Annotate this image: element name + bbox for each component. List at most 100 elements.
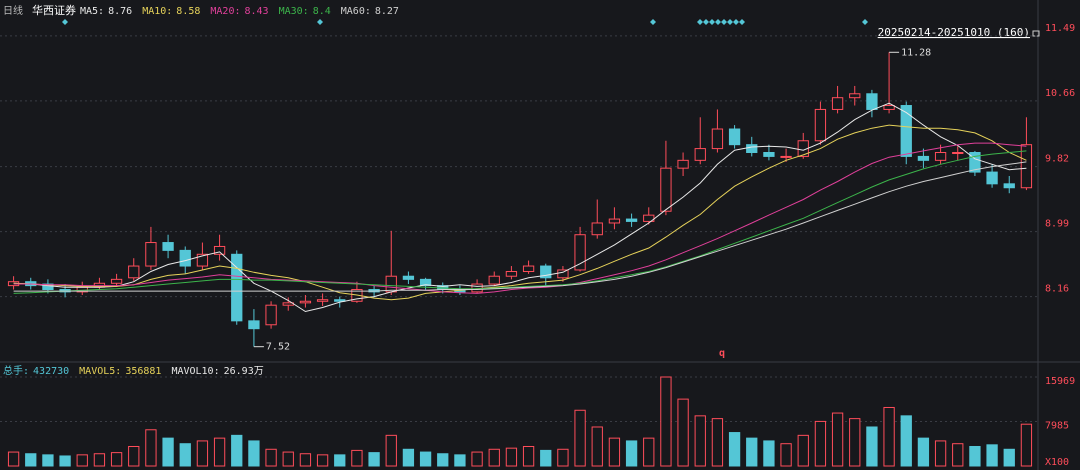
y-tick-label: 10.66 — [1045, 88, 1075, 99]
volume-bar — [402, 448, 415, 467]
volume-bar — [694, 415, 706, 467]
volume-bar — [7, 451, 20, 467]
volume-bar — [677, 398, 689, 467]
legend-label: 总手: — [3, 364, 29, 377]
candle-body — [917, 155, 930, 161]
legend-label: MA20: — [210, 6, 240, 17]
y-tick-label: 11.49 — [1045, 23, 1075, 34]
volume-bar — [591, 426, 603, 467]
candle-body — [1003, 183, 1015, 189]
candle-body — [1020, 144, 1033, 189]
legend-value: 8.43 — [245, 6, 269, 17]
event-marker — [721, 19, 727, 25]
legend-label: MAVOL10: — [171, 366, 219, 377]
candle-body — [231, 253, 243, 322]
volume-bar — [145, 429, 157, 467]
event-marker — [697, 19, 703, 25]
candle-body — [625, 218, 638, 222]
volume-bar — [368, 452, 380, 467]
volume-bar — [522, 445, 535, 467]
legend-value: 8.76 — [108, 6, 132, 17]
event-marker — [739, 19, 745, 25]
event-marker — [733, 19, 739, 25]
volume-bar — [505, 447, 518, 467]
legend-label: MA30: — [279, 6, 309, 17]
volume-bar — [128, 445, 140, 467]
volume-bar — [334, 454, 346, 467]
candle-body — [385, 275, 397, 293]
candle-body — [866, 93, 878, 110]
volume-bar — [608, 437, 621, 467]
volume-bar — [93, 453, 106, 467]
y-tick-label: 8.99 — [1045, 219, 1069, 230]
candle-body — [145, 242, 157, 267]
legend-label: MAVOL5: — [79, 366, 121, 377]
candle-body — [746, 144, 758, 154]
volume-bar — [1003, 448, 1015, 467]
ma-line — [13, 124, 1027, 301]
event-marker — [317, 19, 323, 25]
event-marker — [703, 19, 709, 25]
volume-bar — [900, 415, 912, 467]
volume-bar — [763, 440, 775, 467]
volume-bar — [711, 418, 724, 467]
volume-bar — [488, 448, 500, 467]
volume-bar — [660, 376, 672, 467]
candle-body — [334, 299, 346, 302]
volume-bar — [454, 454, 466, 467]
volume-bar — [814, 420, 827, 467]
candle-body — [488, 275, 500, 285]
volume-tick-label: 15969 — [1045, 376, 1075, 387]
volume-bar — [42, 454, 54, 467]
candle-body — [557, 269, 569, 279]
volume-bar — [231, 434, 243, 467]
candle-body — [402, 275, 415, 280]
volume-bar — [25, 453, 37, 467]
candle-body — [574, 234, 586, 271]
ma-line — [13, 161, 1027, 292]
volume-bar — [196, 440, 209, 467]
candle-body — [952, 152, 964, 155]
volume-bar — [248, 440, 260, 467]
volume-bar — [299, 453, 312, 467]
volume-bar — [59, 455, 71, 467]
legend-value: 8.58 — [176, 6, 200, 17]
range-label: 20250214-20251010 (160) — [878, 26, 1030, 39]
candle-body — [110, 278, 123, 284]
volume-bar — [643, 437, 655, 467]
volume-bar — [934, 440, 947, 467]
candle-body — [969, 152, 981, 173]
volume-bar — [351, 449, 363, 467]
candle-body — [128, 265, 140, 279]
volume-bar — [952, 443, 964, 467]
legend-value: 8.27 — [375, 6, 399, 17]
volume-bar — [316, 454, 329, 467]
candle-body — [728, 128, 741, 146]
low-label: 7.52 — [266, 342, 290, 353]
event-marker — [709, 19, 715, 25]
volume-bar — [780, 443, 792, 467]
candle-body — [591, 222, 603, 236]
candle-body — [265, 304, 277, 326]
volume-bar — [540, 449, 552, 467]
marker-label: q — [719, 348, 725, 359]
candle-body — [660, 167, 672, 212]
volume-bar — [162, 437, 174, 467]
volume-bar — [557, 448, 569, 467]
legend-value: 26.93万 — [224, 366, 264, 377]
candle-body — [934, 152, 947, 161]
event-marker — [715, 19, 721, 25]
volume-bar — [797, 434, 809, 467]
ma-line — [13, 142, 1027, 294]
candle-body — [831, 97, 844, 110]
candle-body — [505, 271, 518, 277]
volume-bar — [625, 440, 638, 467]
volume-bar — [419, 451, 432, 467]
candle-body — [780, 155, 792, 158]
candle-body — [42, 283, 54, 291]
legend-label: MA5: — [80, 6, 104, 17]
event-marker — [862, 19, 868, 25]
candle-body — [419, 278, 432, 287]
candle-body — [316, 299, 329, 302]
